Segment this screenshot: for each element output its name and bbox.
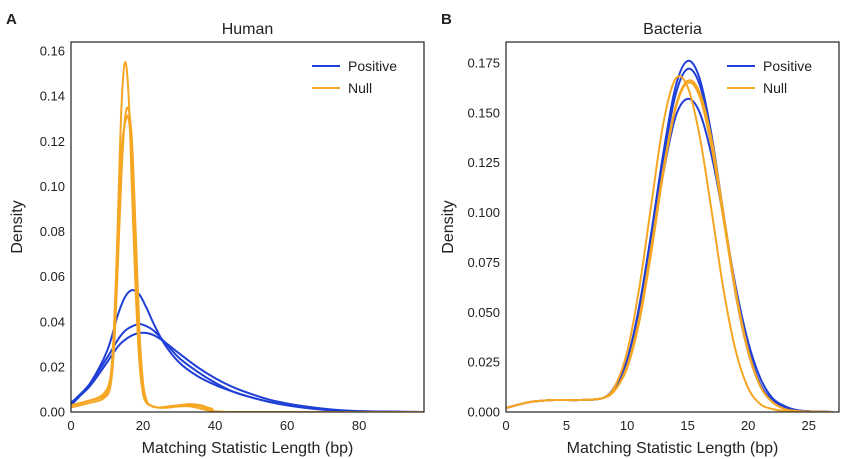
y-tick-label: 0.125 bbox=[467, 155, 500, 170]
x-tick-label: 10 bbox=[620, 418, 634, 433]
y-tick-label: 0.075 bbox=[467, 255, 500, 270]
x-tick-label: 25 bbox=[801, 418, 815, 433]
x-axis-label: Matching Statistic Length (bp) bbox=[567, 440, 779, 457]
series-group bbox=[71, 61, 424, 412]
x-tick-label: 15 bbox=[680, 418, 694, 433]
series-line-null-5 bbox=[71, 114, 424, 412]
y-tick-label: 0.08 bbox=[40, 224, 65, 239]
y-tick-label: 0.16 bbox=[40, 44, 65, 59]
y-tick-label: 0.02 bbox=[40, 359, 65, 374]
x-tick-label: 0 bbox=[502, 418, 509, 433]
x-tick-label: 0 bbox=[67, 418, 74, 433]
legend: Positive Null bbox=[312, 58, 397, 96]
x-tick-label: 5 bbox=[563, 418, 570, 433]
series-line-null-4 bbox=[71, 61, 424, 412]
y-tick-label: 0.000 bbox=[467, 405, 500, 420]
y-tick-label: 0.00 bbox=[40, 405, 65, 420]
series-line-positive-2 bbox=[506, 67, 834, 412]
series-line-null-6 bbox=[506, 79, 834, 412]
chart-panel-b: 0 5 10 15 20 25 0.000 0.025 0.050 0.075 0.100 0.125… bbox=[440, 11, 840, 457]
y-tick-label: 0.12 bbox=[40, 134, 65, 149]
y-tick-label: 0.025 bbox=[467, 355, 500, 370]
axes-frame bbox=[505, 41, 840, 413]
y-tick-label: 0.100 bbox=[467, 205, 500, 220]
y-axis-label: Density bbox=[9, 200, 26, 253]
series-line-positive-3 bbox=[506, 97, 834, 412]
chart-panel-a: 0 20 40 60 80 0.00 0.02 0.04 0.06 0.08 0.10 0.12 0.1… bbox=[6, 11, 425, 457]
x-tick-label: 40 bbox=[208, 418, 222, 433]
series-group bbox=[506, 59, 834, 412]
series-line-positive-1 bbox=[506, 59, 834, 412]
y-tick-label: 0.06 bbox=[40, 269, 65, 284]
panel-letter: B bbox=[441, 11, 452, 28]
axes-frame bbox=[70, 41, 425, 413]
chart-title: Bacteria bbox=[643, 21, 702, 38]
series-line-null-6 bbox=[71, 106, 424, 412]
x-tick-label: 20 bbox=[136, 418, 150, 433]
legend-label-null: Null bbox=[348, 80, 372, 96]
chart-title: Human bbox=[222, 21, 274, 38]
series-line-positive-3 bbox=[71, 331, 424, 412]
y-tick-label: 0.10 bbox=[40, 179, 65, 194]
y-axis-label: Density bbox=[440, 200, 457, 253]
y-tick-label: 0.14 bbox=[40, 89, 65, 104]
series-line-positive-2 bbox=[71, 323, 424, 412]
y-tick-label: 0.04 bbox=[40, 314, 65, 329]
legend-label-null: Null bbox=[763, 80, 787, 96]
legend-label-positive: Positive bbox=[348, 58, 397, 74]
y-tick-label: 0.150 bbox=[467, 105, 500, 120]
x-tick-label: 20 bbox=[741, 418, 755, 433]
y-tick-label: 0.175 bbox=[467, 55, 500, 70]
legend-label-positive: Positive bbox=[763, 58, 812, 74]
x-axis-label: Matching Statistic Length (bp) bbox=[142, 440, 354, 457]
legend: Positive Null bbox=[727, 58, 812, 96]
panel-letter: A bbox=[6, 11, 17, 28]
x-tick-label: 80 bbox=[352, 418, 366, 433]
y-tick-label: 0.050 bbox=[467, 305, 500, 320]
x-tick-label: 60 bbox=[280, 418, 294, 433]
